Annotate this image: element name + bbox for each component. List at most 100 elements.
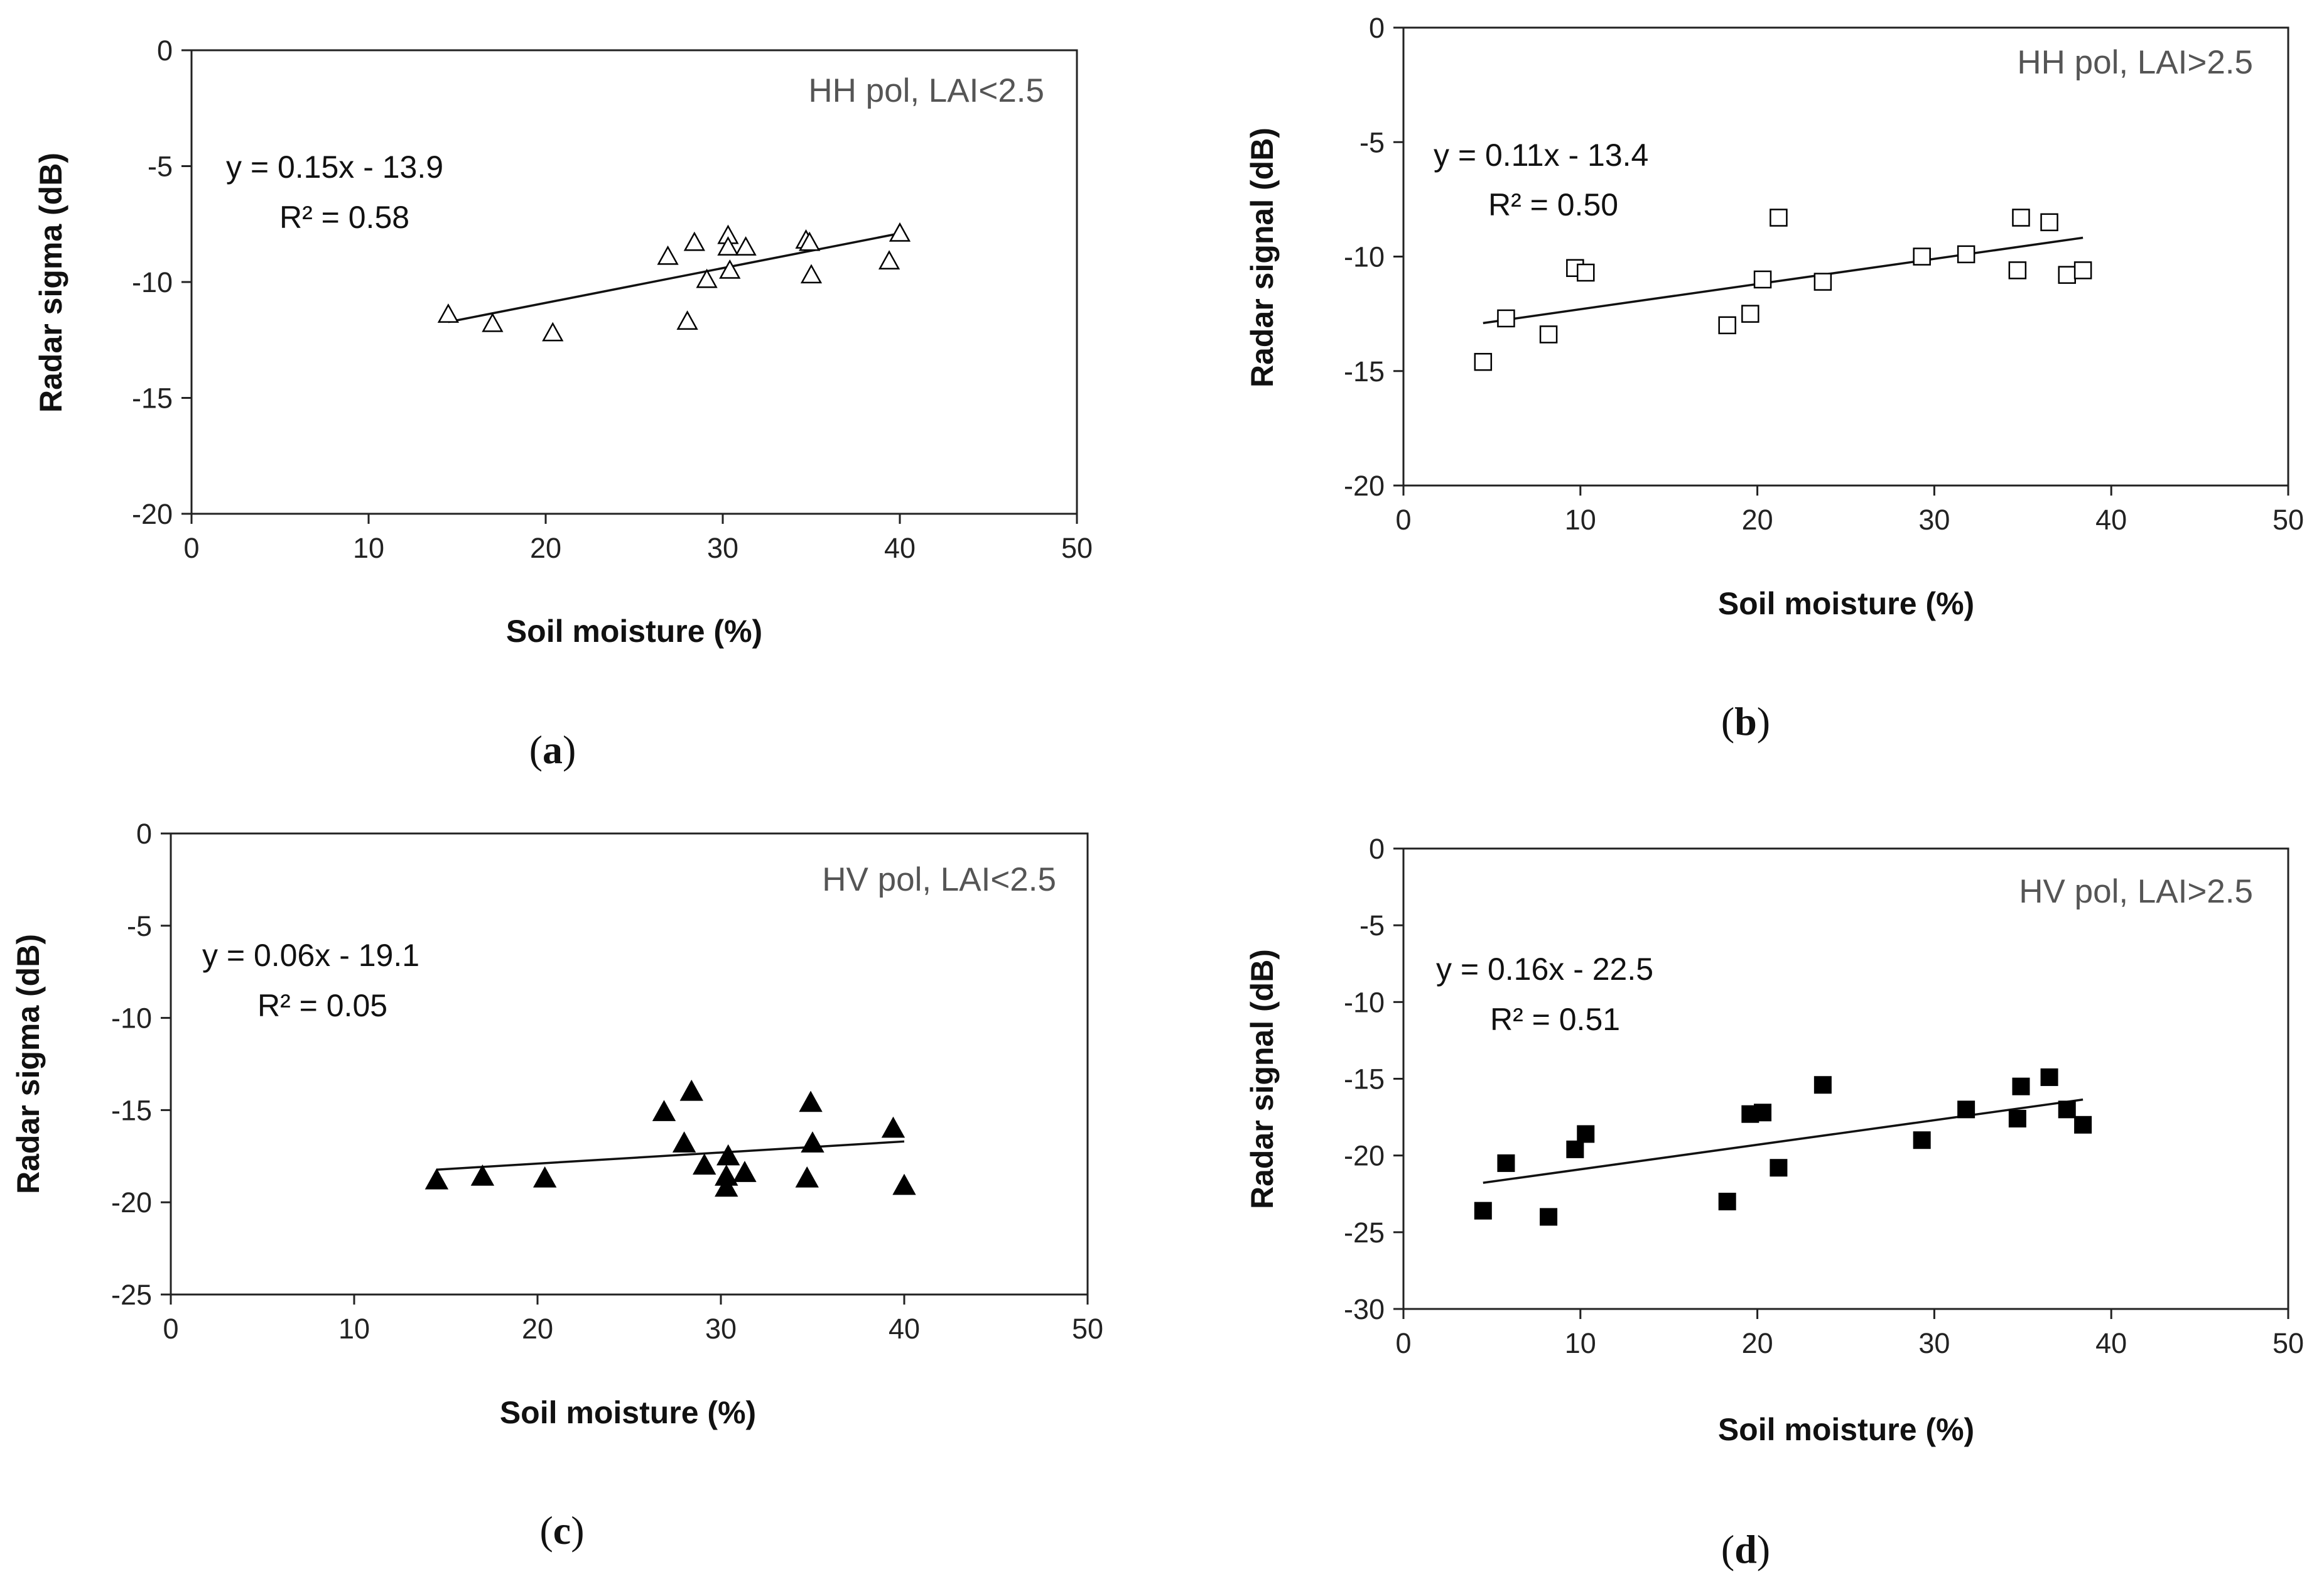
- y-tick-label: -30: [1344, 1293, 1385, 1325]
- data-point: [1497, 309, 1515, 328]
- data-point: [715, 1175, 738, 1197]
- trendline: [448, 232, 900, 323]
- x-tick-label: 40: [2095, 1327, 2127, 1359]
- r-squared-label: R² = 0.50: [1488, 187, 1618, 222]
- y-tick-label: -15: [132, 383, 173, 415]
- x-tick-label: 50: [2273, 504, 2304, 536]
- data-point: [1913, 247, 1931, 266]
- x-tick-label: 50: [2273, 1327, 2304, 1359]
- data-point: [733, 1161, 757, 1182]
- x-tick-label: 20: [1742, 1327, 1773, 1359]
- y-tick-label: 0: [157, 35, 173, 67]
- y-tick-label: -15: [1344, 1063, 1385, 1095]
- data-point: [800, 264, 823, 284]
- y-tick-label: -10: [1344, 986, 1385, 1018]
- panel-label: (d): [1721, 1527, 1770, 1572]
- x-tick-label: 50: [1061, 532, 1093, 564]
- panel-label-close: ): [563, 727, 576, 772]
- data-point: [889, 222, 911, 242]
- data-point: [652, 1100, 676, 1121]
- x-tick-label: 0: [163, 1313, 178, 1345]
- x-tick-label: 40: [889, 1313, 920, 1345]
- x-axis-title: Soil moisture (%): [1718, 1412, 1974, 1447]
- data-point: [1770, 209, 1788, 227]
- data-point: [1813, 273, 1832, 291]
- x-tick-label: 20: [530, 532, 561, 564]
- y-axis-title: Radar sigma (dB): [33, 153, 68, 413]
- panel-label: (b): [1721, 699, 1770, 744]
- data-point: [1540, 1208, 1558, 1226]
- data-point: [532, 1166, 557, 1188]
- y-tick-label: 0: [1369, 833, 1385, 865]
- data-point: [1497, 1154, 1515, 1172]
- panel-label-open: (: [1721, 699, 1734, 744]
- x-tick-label: 10: [1565, 504, 1596, 536]
- data-point: [881, 1116, 905, 1138]
- r-squared-label: R² = 0.51: [1490, 1002, 1620, 1037]
- plot-area: [1402, 26, 2289, 487]
- y-tick-label: 0: [1369, 12, 1385, 44]
- chart-panel-d: 0 -5 -10 -15 -20 -25 -30 0 10 20 30 40 50 Soil moistu…: [1245, 833, 2304, 1572]
- data-point: [693, 1153, 716, 1175]
- data-point: [2008, 261, 2027, 280]
- data-point: [2012, 209, 2030, 227]
- data-point: [2040, 213, 2058, 232]
- data-point: [542, 322, 564, 342]
- data-point: [1577, 263, 1595, 282]
- panel-label: (c): [539, 1508, 584, 1553]
- x-tick-label: 20: [1742, 504, 1773, 536]
- trendline: [1483, 236, 2083, 325]
- polarization-annotation: HH pol, LAI>2.5: [2017, 44, 2253, 81]
- data-point: [735, 236, 757, 256]
- data-point: [1754, 1104, 1772, 1122]
- data-point: [2073, 261, 2092, 280]
- r-squared-label: R² = 0.58: [279, 200, 409, 235]
- data-point: [1741, 305, 1759, 323]
- panel-label: (a): [529, 727, 576, 772]
- data-point: [2058, 266, 2076, 284]
- data-point: [719, 259, 741, 279]
- y-tick-label: -10: [1344, 241, 1385, 273]
- panel-label-letter: d: [1734, 1527, 1757, 1572]
- data-point: [1957, 1100, 1975, 1119]
- x-tick-label: 10: [338, 1313, 370, 1345]
- data-point: [1577, 1125, 1595, 1143]
- data-point: [1718, 1192, 1736, 1210]
- y-tick-label: -15: [111, 1094, 152, 1126]
- panel-label-letter: b: [1734, 699, 1757, 744]
- panel-label-close: ): [1757, 699, 1770, 744]
- data-point: [672, 1131, 696, 1153]
- plot-area: [170, 832, 1089, 1296]
- y-tick-label: -5: [1359, 126, 1385, 158]
- data-point: [1566, 1140, 1584, 1158]
- x-tick-label: 10: [1565, 1327, 1596, 1359]
- plot-area: [1402, 847, 2289, 1310]
- data-point: [1813, 1076, 1832, 1094]
- y-tick-label: -20: [1344, 1140, 1385, 1172]
- trendline: [1483, 1098, 2083, 1184]
- y-axis-title: Radar sigma (dB): [11, 934, 46, 1194]
- data-point: [801, 1131, 824, 1153]
- panel-label-open: (: [1721, 1527, 1734, 1572]
- y-tick-label: -20: [132, 498, 173, 530]
- x-tick-label: 30: [707, 532, 738, 564]
- data-point: [1770, 1159, 1788, 1177]
- x-tick-label: 0: [1395, 1327, 1411, 1359]
- x-tick-label: 30: [705, 1313, 737, 1345]
- x-axis-title: Soil moisture (%): [500, 1395, 756, 1430]
- data-point: [799, 231, 821, 251]
- data-point: [1539, 325, 1558, 344]
- polarization-annotation: HH pol, LAI<2.5: [808, 72, 1044, 109]
- y-tick-label: -10: [132, 266, 173, 298]
- data-point: [1957, 245, 1975, 264]
- x-tick-label: 30: [1918, 1327, 1950, 1359]
- panel-label-open: (: [529, 727, 543, 772]
- data-point: [1913, 1131, 1931, 1149]
- regression-equation: y = 0.15x - 13.9: [226, 149, 443, 185]
- y-axis-title: Radar signal (dB): [1245, 128, 1280, 388]
- data-point: [696, 268, 718, 288]
- data-point: [1718, 316, 1736, 335]
- y-tick-label: -15: [1344, 356, 1385, 388]
- data-point: [1474, 1202, 1492, 1220]
- x-tick-label: 0: [1395, 504, 1411, 536]
